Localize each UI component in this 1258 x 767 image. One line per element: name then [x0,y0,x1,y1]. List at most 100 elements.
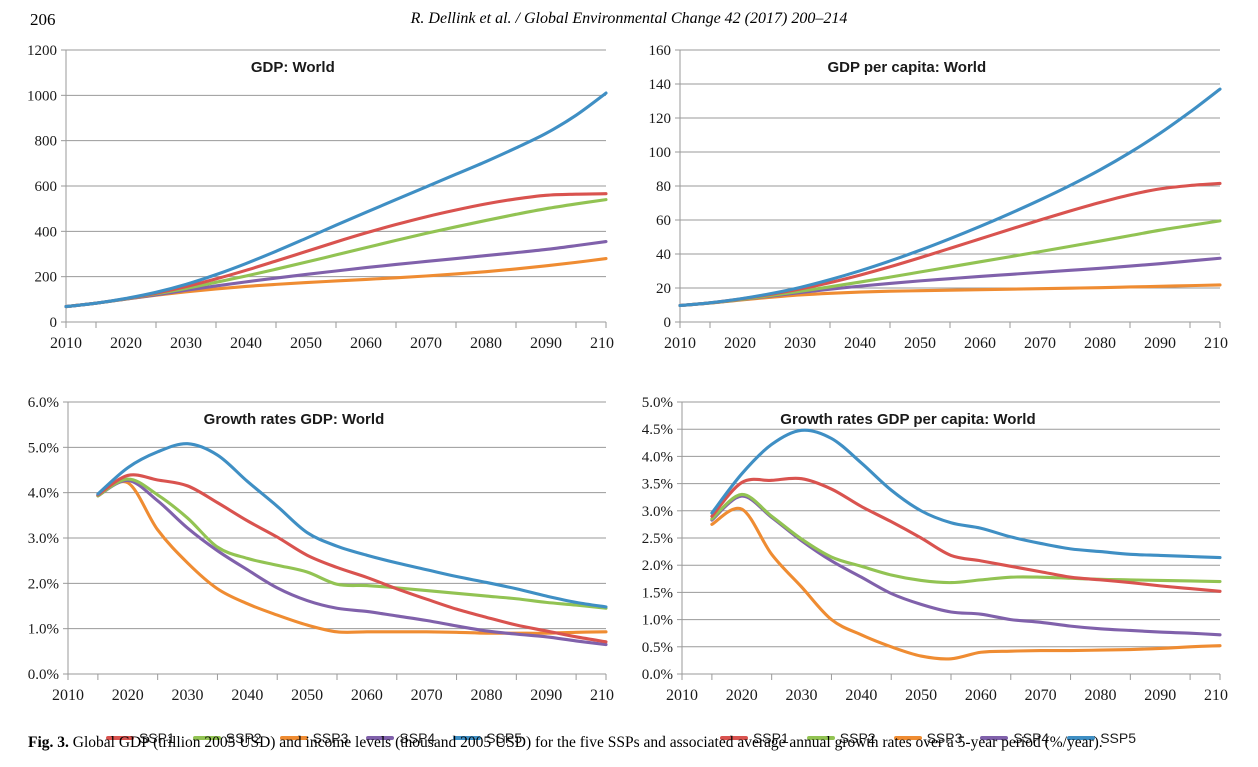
x-tick-label: 2050 [291,687,323,704]
y-tick-label: 2.0% [642,558,673,574]
legend-label: SSP1 [752,730,789,746]
series-line-ssp2 [710,492,1222,585]
x-tick-label: 2100 [590,335,614,352]
legend-swatch-ssp2 [192,736,221,740]
series-line-ssp1 [64,192,608,309]
y-tick-label: 3.0% [28,531,59,547]
x-tick-label: 2090 [530,687,562,704]
x-tick-label: 2070 [1025,687,1057,704]
legend-item-ssp5: SSP5 [453,730,522,746]
x-tick-label: 2080 [1084,335,1116,352]
figure-3: 0 200 400 600 800 1000 1200 2010 2020 2030 2040 205… [0,38,1258,746]
x-tick-label: 2060 [964,335,996,352]
legend-item-ssp4: SSP4 [980,730,1049,746]
y-tick-label: 2.0% [28,576,59,592]
x-tick-label: 2070 [410,335,442,352]
legend-label: SSP2 [839,730,876,746]
x-tick-label: 2080 [470,335,502,352]
series-line-ssp4 [678,256,1222,308]
figure-caption: Fig. 3. Global GDP (trillion 2005 USD) a… [28,733,1234,752]
y-tick-label: 6.0% [28,395,59,411]
y-tick-label: 4.0% [642,449,673,465]
x-tick-label: 2030 [170,335,202,352]
y-tick-label: 1.5% [642,585,673,601]
chart-panel-growth-rates-gdp-per-capita-world: 0.0% 0.5% 1.0% 1.5% 2.0% 2.5% 3.0% 3.5% 4.0% 4.5%… [628,390,1228,720]
y-tick-label: 0.0% [28,667,59,683]
x-tick-label: 2100 [1204,687,1228,704]
legend-swatch-ssp4 [366,736,395,740]
x-tick-label: 2100 [590,687,614,704]
legend-label: SSP3 [312,730,349,746]
figure-caption-label: Fig. 3. [28,734,69,751]
y-tick-label: 140 [649,77,672,93]
y-tick-label: 1200 [27,43,57,59]
series-line-ssp5 [678,87,1222,308]
legend-item-ssp2: SSP2 [806,730,876,746]
x-tick-label: 2010 [666,687,698,704]
chart-growth-rates-gdp-world: 0.0% 1.0% 2.0% 3.0% 4.0% 5.0% 6.0% 2010 2020 2030… [28,395,614,704]
y-tick-label: 40 [656,247,671,263]
x-tick-label: 2030 [786,687,818,704]
x-tick-label: 2030 [784,335,816,352]
x-tick-label: 2010 [664,335,696,352]
legend-swatch-ssp1 [105,736,134,740]
x-tick-label: 2080 [470,687,502,704]
legend-label: SSP5 [1100,730,1137,746]
x-tick-label: 2010 [52,687,84,704]
x-tick-label: 2020 [112,687,144,704]
chart-title: Growth rates GDP per capita: World [780,411,1035,428]
legend-swatch-ssp5 [1067,736,1096,740]
x-tick-label: 2040 [845,687,877,704]
chart-title: GDP: World [251,59,335,76]
x-tick-label: 2020 [724,335,756,352]
y-tick-label: 5.0% [28,440,59,456]
series-line-ssp5 [710,428,1222,560]
y-tick-label: 400 [35,224,58,240]
x-tick-label: 2040 [231,687,263,704]
series-line-ssp5 [96,442,608,609]
y-tick-label: 5.0% [642,395,673,411]
x-tick-label: 2020 [110,335,142,352]
x-tick-label: 2090 [1144,335,1176,352]
y-tick-label: 2.5% [642,531,673,547]
chart-gdp-world: 0 200 400 600 800 1000 1200 2010 2020 2030 2040 205… [27,43,614,352]
legend-item-ssp4: SSP4 [366,730,435,746]
series-line-ssp3 [64,256,608,309]
legend-item-ssp1: SSP1 [105,730,175,746]
x-tick-label: 2090 [1144,687,1176,704]
chart-panel-growth-rates-gdp-world: 0.0% 1.0% 2.0% 3.0% 4.0% 5.0% 6.0% 2010 2020 2030… [14,390,614,720]
legend-label: SSP4 [1013,730,1050,746]
series-line-ssp5 [64,91,608,309]
y-tick-label: 1.0% [28,622,59,638]
y-tick-label: 20 [656,281,671,297]
chart-growth-rates-gdp-per-capita-world: 0.0% 0.5% 1.0% 1.5% 2.0% 2.5% 3.0% 3.5% 4.0% 4.5%… [642,395,1228,704]
legend-swatch-ssp2 [806,736,835,740]
legend-label: SSP3 [926,730,963,746]
legend-swatch-ssp5 [453,736,482,740]
x-tick-label: 2090 [530,335,562,352]
y-tick-label: 600 [35,179,58,195]
chart-panel-gdp-per-capita-world: 0 20 40 60 80 100 120 140 160 2010 2020 2030 2040 205… [628,38,1229,368]
x-tick-label: 2050 [290,335,322,352]
y-tick-label: 120 [649,111,672,127]
chart-legend-left: SSP1 SSP2 SSP3 SSP4 SSP5 [14,726,614,750]
journal-citation: R. Dellink et al. / Global Environmental… [410,10,848,27]
y-tick-label: 3.0% [642,504,673,520]
legend-item-ssp1: SSP1 [719,730,789,746]
running-head: 206 R. Dellink et al. / Global Environme… [0,10,1258,36]
y-tick-label: 3.5% [642,477,673,493]
x-tick-label: 2100 [1204,335,1228,352]
y-tick-label: 1000 [27,88,57,104]
y-tick-label: 100 [649,145,672,161]
y-tick-label: 80 [656,179,671,195]
x-tick-label: 2010 [50,335,82,352]
x-tick-label: 2030 [172,687,204,704]
legend-swatch-ssp4 [980,736,1009,740]
series-line-ssp2 [96,477,608,610]
x-tick-label: 2070 [411,687,443,704]
x-tick-label: 2040 [844,335,876,352]
legend-item-ssp5: SSP5 [1067,730,1136,746]
x-tick-label: 2060 [965,687,997,704]
legend-item-ssp2: SSP2 [192,730,262,746]
